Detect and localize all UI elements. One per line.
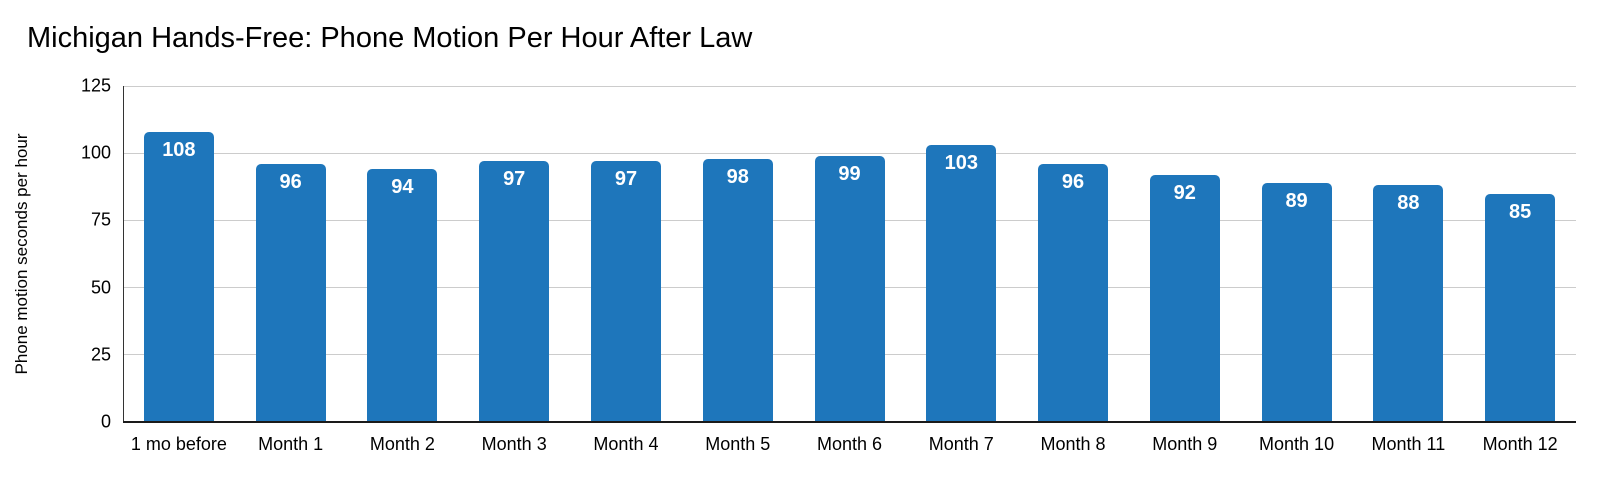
bar-month-8: 96 bbox=[1038, 163, 1109, 422]
x-tick-label: Month 3 bbox=[481, 434, 547, 454]
y-tick-label: 0 bbox=[100, 411, 111, 432]
y-tick-label: 100 bbox=[80, 142, 111, 163]
x-tick-label: Month 10 bbox=[1259, 434, 1335, 454]
bar-value-label: 99 bbox=[838, 162, 861, 185]
bar-month-9: 92 bbox=[1149, 174, 1220, 422]
bar-month-1: 96 bbox=[255, 163, 326, 422]
x-tick-label: 1 mo before bbox=[130, 434, 227, 454]
y-tick-label: 125 bbox=[80, 75, 111, 96]
chart-title: Michigan Hands-Free: Phone Motion Per Ho… bbox=[27, 22, 753, 54]
bar-value-label: 94 bbox=[391, 176, 414, 199]
y-tick-label: 50 bbox=[90, 277, 111, 298]
x-tick-label: Month 5 bbox=[705, 434, 771, 454]
x-tick-label: Month 12 bbox=[1482, 434, 1558, 454]
bar-month-7: 103 bbox=[926, 145, 997, 422]
bar-value-label: 89 bbox=[1285, 189, 1308, 212]
y-tick-label: 25 bbox=[90, 344, 111, 365]
bar-month-11: 88 bbox=[1373, 185, 1444, 422]
bar-value-label: 97 bbox=[614, 168, 638, 191]
x-tick-label: Month 6 bbox=[816, 434, 883, 454]
bar-value-label: 103 bbox=[944, 152, 978, 175]
x-tick-label: Month 4 bbox=[593, 434, 659, 454]
bar-1-mo-before: 108 bbox=[143, 131, 214, 422]
x-tick-label: Month 8 bbox=[1040, 434, 1106, 454]
gridline-y-125 bbox=[123, 85, 1576, 87]
bar-month-12: 85 bbox=[1485, 193, 1556, 422]
y-tick-label: 75 bbox=[90, 209, 111, 230]
bar-value-label: 97 bbox=[503, 168, 526, 191]
x-tick-label: Month 11 bbox=[1371, 434, 1446, 454]
bar-value-label: 85 bbox=[1508, 200, 1532, 223]
bar-value-label: 96 bbox=[1061, 170, 1085, 193]
bar-value-label: 98 bbox=[726, 165, 749, 188]
bar-month-2: 94 bbox=[367, 169, 438, 422]
x-tick-label: Month 1 bbox=[258, 434, 324, 454]
bar-value-label: 88 bbox=[1397, 192, 1420, 215]
bar-value-label: 92 bbox=[1173, 181, 1196, 204]
x-tick-label: Month 9 bbox=[1152, 434, 1218, 454]
bar-month-6: 99 bbox=[814, 155, 885, 422]
bar-month-10: 89 bbox=[1261, 182, 1332, 422]
y-axis-line bbox=[123, 86, 124, 422]
bar-value-label: 96 bbox=[279, 170, 302, 193]
bar-month-4: 97 bbox=[590, 161, 661, 422]
x-tick-label: Month 7 bbox=[928, 434, 994, 454]
x-tick-label: Month 2 bbox=[369, 434, 435, 454]
gridline-y-100 bbox=[123, 152, 1576, 154]
bar-month-5: 98 bbox=[702, 158, 773, 422]
bar-month-3: 97 bbox=[479, 161, 550, 422]
x-axis-line bbox=[123, 421, 1576, 423]
bar-value-label: 108 bbox=[162, 138, 196, 161]
